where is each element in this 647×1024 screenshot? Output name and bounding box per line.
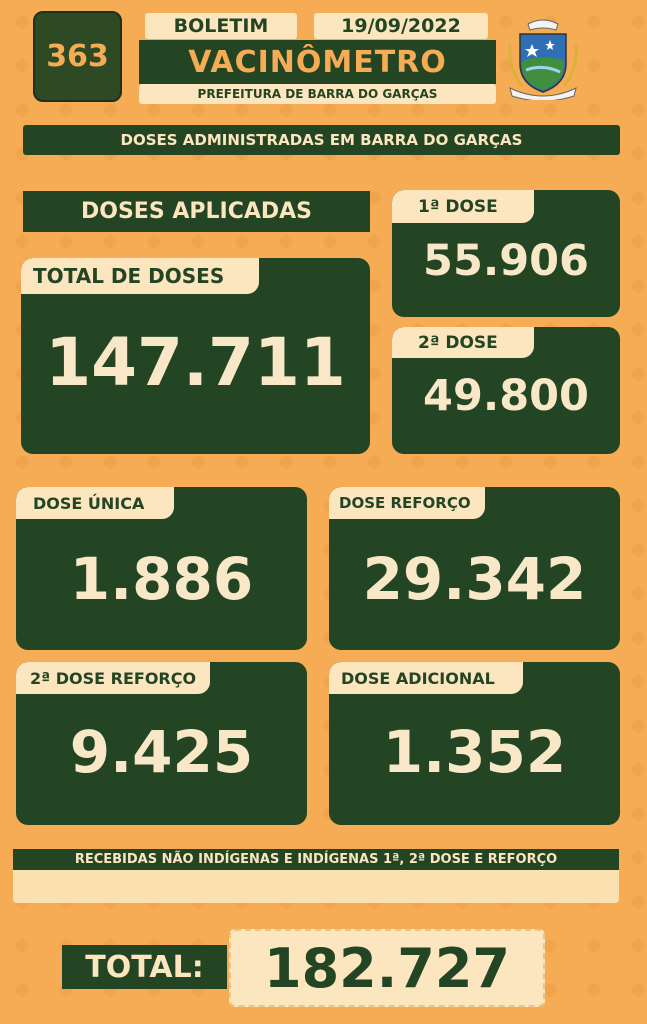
first-dose-label: 1ª DOSE	[392, 190, 534, 223]
total-value: 182.727	[229, 929, 545, 1007]
booster-dose-value: 29.342	[362, 545, 587, 613]
boletim-label: BOLETIM	[145, 13, 297, 39]
single-dose-value: 1.886	[69, 545, 254, 613]
bulletin-number-badge: 363	[33, 11, 122, 102]
doses-aplicadas-heading: DOSES APLICADAS	[23, 191, 370, 232]
total-doses-label: TOTAL DE DOSES	[21, 258, 259, 294]
single-dose-label: DOSE ÚNICA	[16, 487, 174, 519]
additional-dose-value: 1.352	[382, 718, 567, 786]
received-doses-heading: RECEBIDAS NÃO INDÍGENAS E INDÍGENAS 1ª, …	[13, 849, 619, 870]
first-dose-card: 1ª DOSE 55.906	[392, 190, 620, 317]
section-banner: DOSES ADMINISTRADAS EM BARRA DO GARÇAS	[23, 125, 620, 155]
bulletin-number: 363	[46, 39, 109, 74]
second-dose-label: 2ª DOSE	[392, 327, 534, 358]
second-booster-card: 2ª DOSE REFORÇO 9.425	[16, 662, 307, 825]
first-dose-value: 55.906	[423, 236, 589, 286]
additional-dose-card: DOSE ADICIONAL 1.352	[329, 662, 620, 825]
additional-dose-label: DOSE ADICIONAL	[329, 662, 523, 694]
booster-dose-label: DOSE REFORÇO	[329, 487, 485, 519]
page-subtitle: PREFEITURA DE BARRA DO GARÇAS	[139, 84, 496, 104]
second-dose-card: 2ª DOSE 49.800	[392, 327, 620, 454]
second-dose-value: 49.800	[423, 371, 589, 421]
single-dose-card: DOSE ÚNICA 1.886	[16, 487, 307, 650]
coat-of-arms-icon	[508, 19, 578, 100]
page-title: VACINÔMETRO	[139, 40, 496, 84]
received-doses-panel	[13, 870, 619, 903]
booster-dose-card: DOSE REFORÇO 29.342	[329, 487, 620, 650]
bulletin-date: 19/09/2022	[314, 13, 488, 39]
total-doses-value: 147.711	[45, 324, 346, 401]
second-booster-value: 9.425	[69, 718, 254, 786]
total-doses-card: TOTAL DE DOSES 147.711	[21, 258, 370, 454]
second-booster-label: 2ª DOSE REFORÇO	[16, 662, 210, 694]
total-label: TOTAL:	[62, 945, 227, 989]
